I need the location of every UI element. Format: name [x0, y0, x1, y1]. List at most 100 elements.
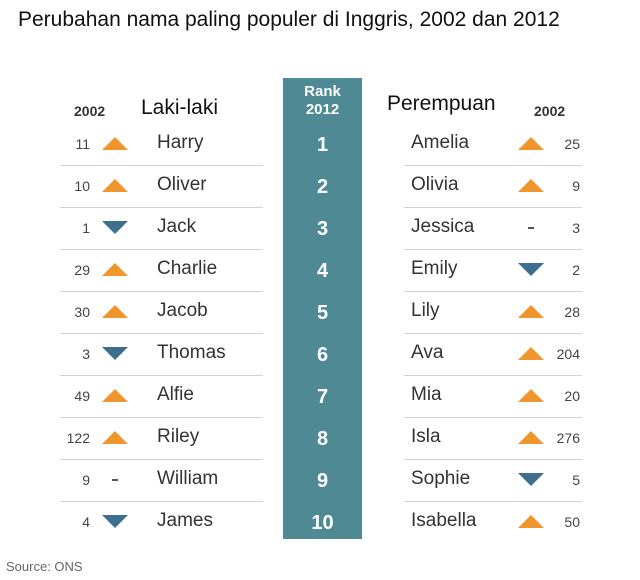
up-triangle-icon — [102, 305, 128, 318]
girls-row: 3 Jessica — [404, 207, 582, 250]
down-triangle-icon — [102, 347, 128, 360]
boys-rank-2002: 4 — [82, 514, 90, 530]
boys-rank-2002: 30 — [74, 304, 90, 320]
rank-number: 2 — [316, 176, 329, 198]
boys-row: 3 Thomas — [60, 333, 263, 376]
up-triangle-icon — [518, 347, 544, 360]
rank-number: 4 — [316, 260, 329, 282]
girls-row: 276 Isla — [404, 417, 582, 460]
rank-number: 3 — [316, 218, 329, 240]
up-triangle-icon — [102, 263, 128, 276]
boys-row: 9 William — [60, 459, 263, 502]
boys-rank-2002: 9 — [82, 472, 90, 488]
up-triangle-icon — [518, 431, 544, 444]
girls-name: Isabella — [411, 510, 477, 531]
boys-row: 10 Oliver — [60, 165, 263, 208]
girls-rank-2002: 9 — [572, 178, 580, 194]
up-triangle-icon — [102, 389, 128, 402]
boys-name: William — [157, 468, 219, 489]
rank-header: Rank 2012 — [283, 83, 362, 119]
girls-row: 28 Lily — [404, 291, 582, 334]
girls-rank-2002: 2 — [572, 262, 580, 278]
girls-name: Amelia — [411, 132, 470, 153]
boys-name: Jacob — [157, 300, 208, 321]
source-note: Source: ONS — [6, 559, 83, 574]
boys-row: 11 Harry — [60, 123, 263, 166]
up-triangle-icon — [518, 137, 544, 150]
boys-name: Thomas — [157, 342, 226, 363]
girls-rank-2002: 28 — [564, 304, 580, 320]
girls-group-header: Perempuan — [387, 92, 496, 115]
boys-row: 4 James — [60, 501, 263, 543]
boys-name: Alfie — [157, 384, 194, 405]
boys-name: Harry — [157, 132, 204, 153]
boys-row: 29 Charlie — [60, 249, 263, 292]
boys-row: 30 Jacob — [60, 291, 263, 334]
no-change-dash-icon — [112, 479, 118, 481]
girls-row: 9 Olivia — [404, 165, 582, 208]
up-triangle-icon — [102, 137, 128, 150]
up-triangle-icon — [518, 389, 544, 402]
boys-rank-2002: 49 — [74, 388, 90, 404]
girls-rank-2002: 50 — [564, 514, 580, 530]
up-triangle-icon — [518, 515, 544, 528]
boys-rank-2002: 29 — [74, 262, 90, 278]
girls-name: Ava — [411, 342, 444, 363]
rank-column: Rank 2012 1 2 3 4 5 6 7 8 9 10 — [283, 78, 362, 539]
girls-name: Mia — [411, 384, 442, 405]
girls-name: Isla — [411, 426, 441, 447]
rank-number: 7 — [316, 386, 329, 408]
girls-name: Olivia — [411, 174, 459, 195]
rank-number: 8 — [316, 428, 329, 450]
boys-rank-2002: 3 — [82, 346, 90, 362]
boys-row: 1 Jack — [60, 207, 263, 250]
girls-rank-2002: 20 — [564, 388, 580, 404]
rank-header-line2: 2012 — [305, 101, 340, 118]
up-triangle-icon — [518, 305, 544, 318]
rank-number: 5 — [316, 302, 329, 324]
girls-name: Emily — [411, 258, 458, 279]
boys-name: Charlie — [157, 258, 218, 279]
boys-row: 49 Alfie — [60, 375, 263, 418]
girls-row: 25 Amelia — [404, 123, 582, 166]
girls-rank-2002: 204 — [556, 346, 580, 362]
girls-row: 5 Sophie — [404, 459, 582, 502]
boys-row: 122 Riley — [60, 417, 263, 460]
down-triangle-icon — [518, 473, 544, 486]
girls-year-header: 2002 — [534, 103, 566, 119]
down-triangle-icon — [518, 263, 544, 276]
boys-name: Oliver — [157, 174, 207, 195]
down-triangle-icon — [102, 515, 128, 528]
boys-rank-2002: 122 — [66, 430, 90, 446]
girls-rank-2002: 25 — [564, 136, 580, 152]
up-triangle-icon — [102, 179, 128, 192]
chart-title: Perubahan nama paling populer di Inggris… — [18, 8, 560, 31]
boys-name: James — [157, 510, 213, 531]
rank-number: 10 — [311, 512, 334, 534]
girls-rank-2002: 3 — [572, 220, 580, 236]
girls-row: 50 Isabella — [404, 501, 582, 543]
rank-number: 6 — [316, 344, 329, 366]
girls-row: 2 Emily — [404, 249, 582, 292]
boys-name: Riley — [157, 426, 200, 447]
rank-number: 1 — [316, 134, 329, 156]
rank-number: 9 — [316, 470, 329, 492]
boys-year-header: 2002 — [74, 103, 106, 119]
boys-rank-2002: 11 — [75, 136, 90, 152]
boys-rank-2002: 10 — [74, 178, 90, 194]
girls-row: 20 Mia — [404, 375, 582, 418]
up-triangle-icon — [102, 431, 128, 444]
girls-name: Lily — [411, 300, 440, 321]
boys-name: Jack — [157, 216, 197, 237]
girls-rank-2002: 276 — [556, 430, 580, 446]
down-triangle-icon — [102, 221, 128, 234]
girls-rank-2002: 5 — [572, 472, 580, 488]
boys-group-header: Laki-laki — [141, 96, 219, 119]
boys-rank-2002: 1 — [82, 220, 90, 236]
girls-name: Sophie — [411, 468, 471, 489]
rank-header-line1: Rank — [304, 83, 341, 100]
girls-row: 204 Ava — [404, 333, 582, 376]
up-triangle-icon — [518, 179, 544, 192]
no-change-dash-icon — [528, 227, 534, 229]
girls-name: Jessica — [411, 216, 475, 237]
